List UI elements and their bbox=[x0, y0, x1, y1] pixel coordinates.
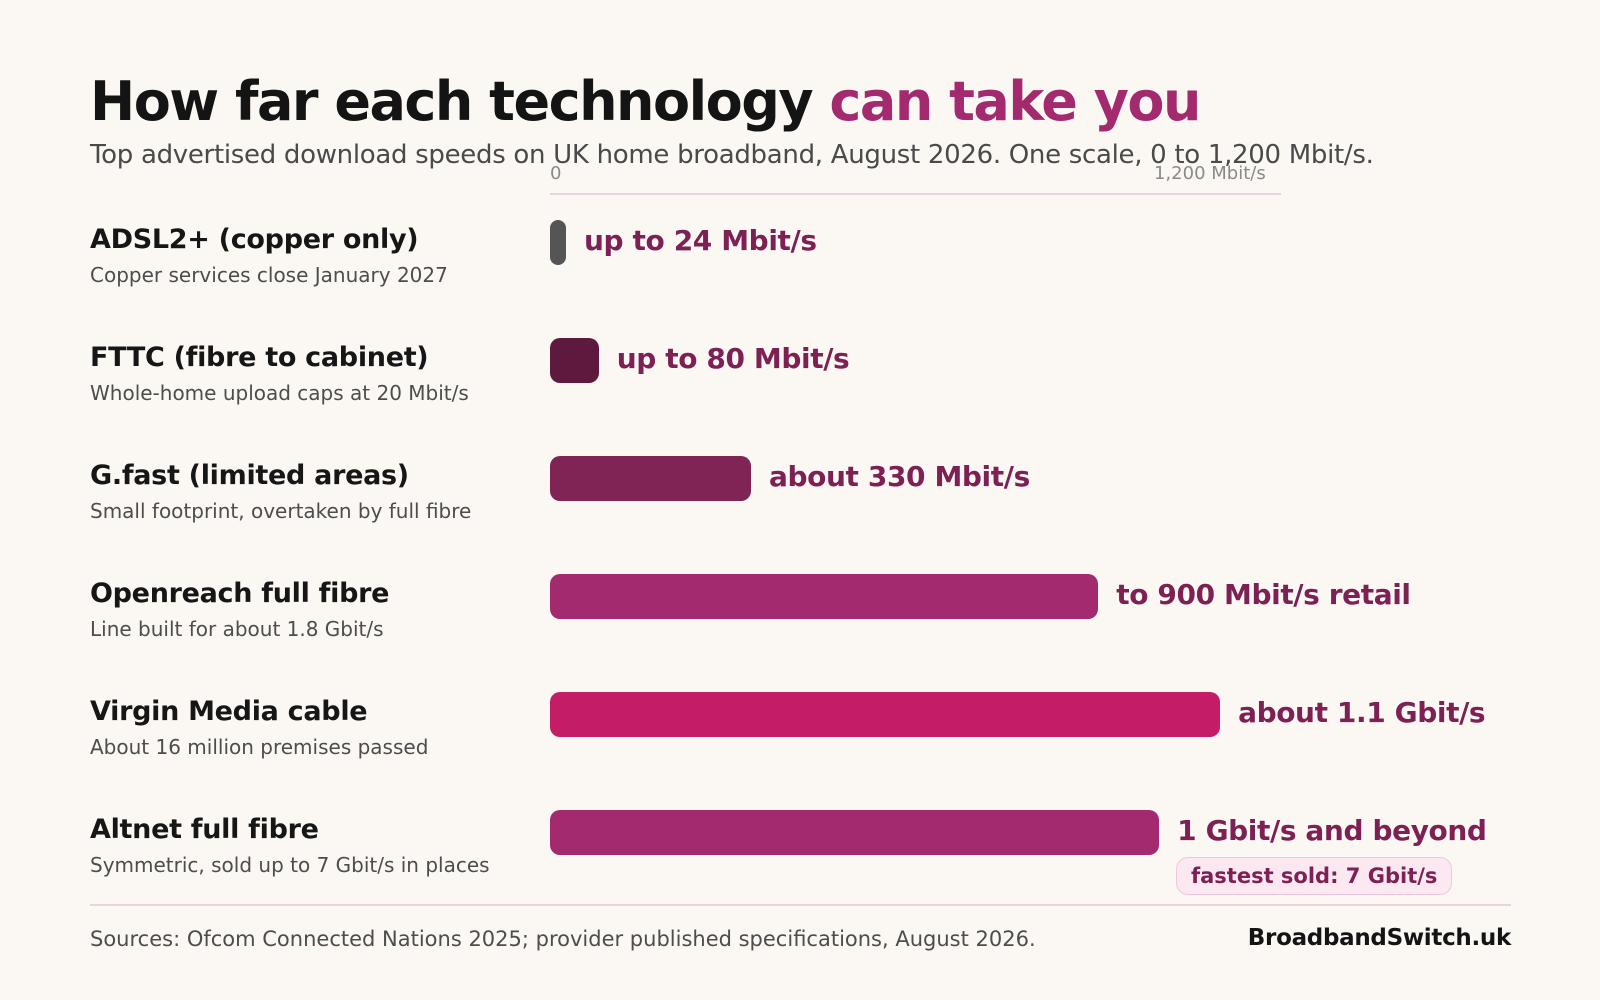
brand-logo: BroadbandSwitch.uk bbox=[1247, 925, 1512, 951]
chart-title: How far each technology can take you bbox=[90, 66, 1201, 138]
row-name: ADSL2+ (copper only) bbox=[90, 224, 419, 255]
bar-value-label: about 1.1 Gbit/s bbox=[1238, 696, 1486, 729]
bar-value-label: about 330 Mbit/s bbox=[769, 460, 1030, 493]
title-accent: can take you bbox=[829, 70, 1201, 133]
row-note: Whole-home upload caps at 20 Mbit/s bbox=[90, 381, 469, 405]
axis-min-label: 0 bbox=[550, 163, 562, 184]
bar-value-label: 1 Gbit/s and beyond bbox=[1177, 814, 1487, 847]
row-name: G.fast (limited areas) bbox=[90, 460, 409, 491]
footer-divider bbox=[90, 904, 1511, 906]
row-name: Altnet full fibre bbox=[90, 814, 319, 845]
chart-subtitle: Top advertised download speeds on UK hom… bbox=[90, 140, 1374, 170]
bar bbox=[550, 456, 752, 501]
bar-value-label: up to 80 Mbit/s bbox=[616, 342, 850, 375]
bar bbox=[550, 692, 1221, 737]
fastest-sold-badge: fastest sold: 7 Gbit/s bbox=[1176, 857, 1453, 895]
axis-line bbox=[550, 193, 1281, 195]
bar-value-label: to 900 Mbit/s retail bbox=[1116, 578, 1411, 611]
bar bbox=[550, 338, 599, 383]
bar bbox=[550, 220, 566, 265]
row-note: Small footprint, overtaken by full fibre bbox=[90, 499, 472, 523]
row-name: FTTC (fibre to cabinet) bbox=[90, 342, 429, 373]
bar-value-label: up to 24 Mbit/s bbox=[584, 224, 817, 257]
row-note: Line built for about 1.8 Gbit/s bbox=[90, 617, 384, 641]
title-main: How far each technology bbox=[90, 70, 814, 133]
row-note: Copper services close January 2027 bbox=[90, 263, 448, 287]
bar bbox=[550, 574, 1099, 619]
row-note: About 16 million premises passed bbox=[90, 735, 429, 759]
bar bbox=[550, 810, 1160, 855]
axis-max-label: 1,200 Mbit/s bbox=[1154, 163, 1266, 184]
sources-note: Sources: Ofcom Connected Nations 2025; p… bbox=[90, 927, 1036, 951]
row-note: Symmetric, sold up to 7 Gbit/s in places bbox=[90, 853, 490, 877]
row-name: Openreach full fibre bbox=[90, 578, 390, 609]
row-name: Virgin Media cable bbox=[90, 696, 368, 727]
